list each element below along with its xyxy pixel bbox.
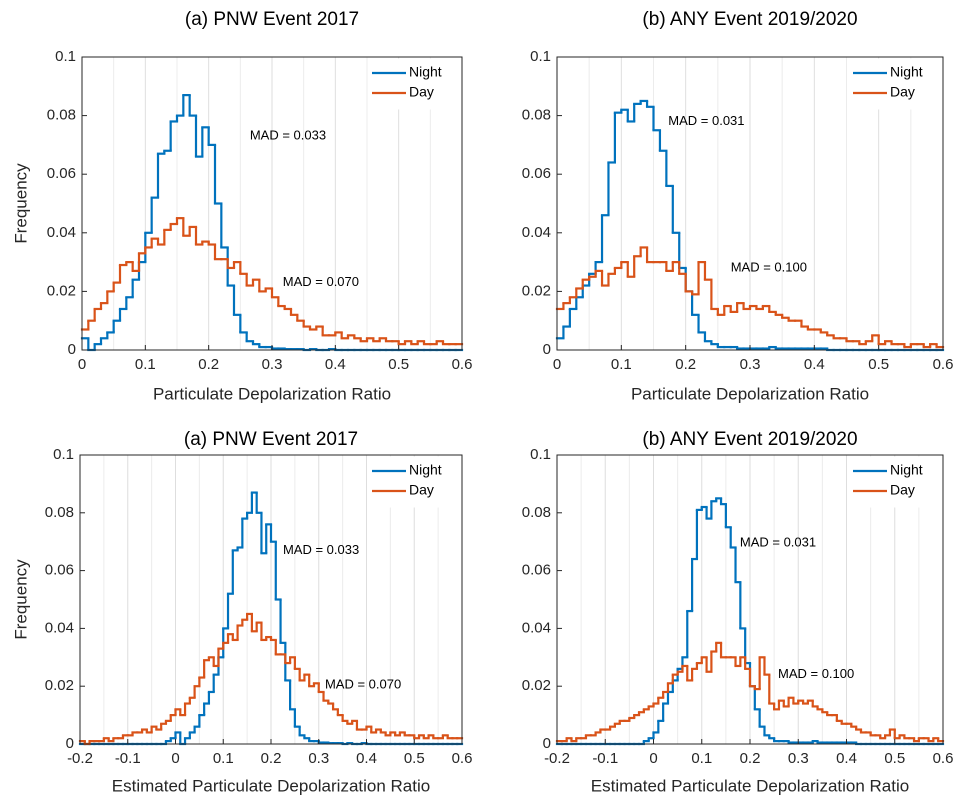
y-tick-label: 0.02 (47, 282, 76, 299)
y-tick-label: 0.1 (530, 446, 551, 463)
annotation: MAD = 0.031 (668, 113, 744, 128)
subplot: -0.2 -0.1 0 0.1 0.2 0.3 0.4 0.5 0.6 0 0.02 0.04 0.06… (522, 429, 954, 795)
x-tick-label: 0.6 (933, 750, 954, 767)
x-tick-label: -0.2 (544, 750, 570, 767)
x-tick-label: 0.4 (836, 750, 857, 767)
y-tick-label: 0 (66, 735, 74, 752)
x-tick-label: 0.3 (788, 750, 809, 767)
legend-label: Day (409, 482, 434, 498)
y-tick-label: 0.02 (522, 282, 551, 299)
legend-label: Day (890, 84, 915, 100)
y-tick-label: 0.06 (45, 562, 74, 579)
x-tick-label: -0.1 (115, 750, 141, 767)
y-tick-label: 0 (68, 341, 76, 358)
legend-label: Night (409, 462, 442, 478)
x-tick-label: 0.2 (740, 750, 761, 767)
x-tick-label: 0.1 (611, 356, 632, 373)
x-tick-label: 0.6 (933, 356, 954, 373)
x-tick-label: 0.2 (198, 356, 219, 373)
y-tick-label: 0.04 (522, 224, 551, 241)
subplot: 0 0.1 0.2 0.3 0.4 0.5 0.6 0 0.02 0.04 0.06 0.08 0.1 (… (522, 9, 954, 403)
x-tick-label: 0.6 (452, 750, 473, 767)
y-axis-label: Frequency (11, 559, 30, 640)
x-tick-label: 0.4 (325, 356, 346, 373)
y-tick-label: 0.1 (530, 48, 551, 65)
y-tick-label: 0.06 (522, 165, 551, 182)
x-tick-label: 0.1 (135, 356, 156, 373)
x-tick-label: 0.6 (452, 356, 473, 373)
y-tick-label: 0.08 (522, 107, 551, 124)
legend-label: Day (890, 482, 915, 498)
annotation: MAD = 0.031 (740, 535, 816, 550)
x-axis-label: Particulate Depolarization Ratio (631, 384, 869, 403)
annotation: MAD = 0.070 (325, 676, 401, 691)
x-tick-label: 0 (171, 750, 179, 767)
y-tick-label: 0.04 (47, 224, 76, 241)
x-tick-label: 0.5 (388, 356, 409, 373)
annotation: MAD = 0.033 (250, 128, 326, 143)
x-tick-label: 0.5 (868, 356, 889, 373)
legend-box (367, 456, 461, 508)
x-tick-label: 0.1 (213, 750, 234, 767)
x-tick-label: 0.3 (740, 356, 761, 373)
legend-box (848, 456, 942, 508)
legend-label: Night (890, 64, 923, 80)
chart-title: (a) PNW Event 2017 (184, 429, 358, 450)
y-tick-label: 0.02 (45, 677, 74, 694)
y-tick-label: 0.04 (45, 619, 74, 636)
annotation: MAD = 0.070 (283, 274, 359, 289)
annotation: MAD = 0.033 (283, 542, 359, 557)
x-axis-label: Particulate Depolarization Ratio (153, 384, 391, 403)
x-tick-label: 0.3 (308, 750, 329, 767)
y-tick-label: 0.1 (53, 446, 74, 463)
y-tick-label: 0.06 (47, 165, 76, 182)
y-tick-label: 0.08 (522, 504, 551, 521)
y-tick-label: 0.04 (522, 619, 551, 636)
y-tick-label: 0.06 (522, 562, 551, 579)
x-tick-label: 0 (649, 750, 657, 767)
legend-label: Night (409, 64, 442, 80)
x-tick-label: 0.5 (884, 750, 905, 767)
x-tick-label: 0.2 (675, 356, 696, 373)
subplot: -0.2 -0.1 0 0.1 0.2 0.3 0.4 0.5 0.6 0 0.02 0.04 0.06… (11, 429, 472, 795)
x-tick-label: 0.2 (261, 750, 282, 767)
y-tick-label: 0 (543, 735, 551, 752)
annotation: MAD = 0.100 (731, 259, 807, 274)
x-tick-label: -0.1 (592, 750, 618, 767)
x-tick-label: 0.3 (262, 356, 283, 373)
chart-title: (b) ANY Event 2019/2020 (642, 429, 857, 450)
y-tick-label: 0.1 (55, 48, 76, 65)
x-axis-label: Estimated Particulate Depolarization Rat… (591, 776, 909, 795)
annotation: MAD = 0.100 (778, 666, 854, 681)
y-tick-label: 0.02 (522, 677, 551, 694)
x-tick-label: 0.4 (804, 356, 825, 373)
y-tick-label: 0.08 (45, 504, 74, 521)
x-tick-label: 0.4 (356, 750, 377, 767)
chart-title: (b) ANY Event 2019/2020 (642, 9, 857, 30)
x-tick-label: 0 (78, 356, 86, 373)
x-tick-label: 0.5 (404, 750, 425, 767)
legend-box (848, 58, 942, 110)
legend-box (367, 58, 461, 110)
x-tick-label: 0.1 (691, 750, 712, 767)
legend-label: Day (409, 84, 434, 100)
y-axis-label: Frequency (11, 163, 30, 244)
subplot: 0 0.1 0.2 0.3 0.4 0.5 0.6 0 0.02 0.04 0.06 0.08 0.1 (… (11, 9, 472, 403)
y-tick-label: 0.08 (47, 107, 76, 124)
y-tick-label: 0 (543, 341, 551, 358)
x-axis-label: Estimated Particulate Depolarization Rat… (112, 776, 430, 795)
x-tick-label: -0.2 (67, 750, 93, 767)
legend-label: Night (890, 462, 923, 478)
x-tick-label: 0 (553, 356, 561, 373)
chart-title: (a) PNW Event 2017 (185, 9, 359, 30)
